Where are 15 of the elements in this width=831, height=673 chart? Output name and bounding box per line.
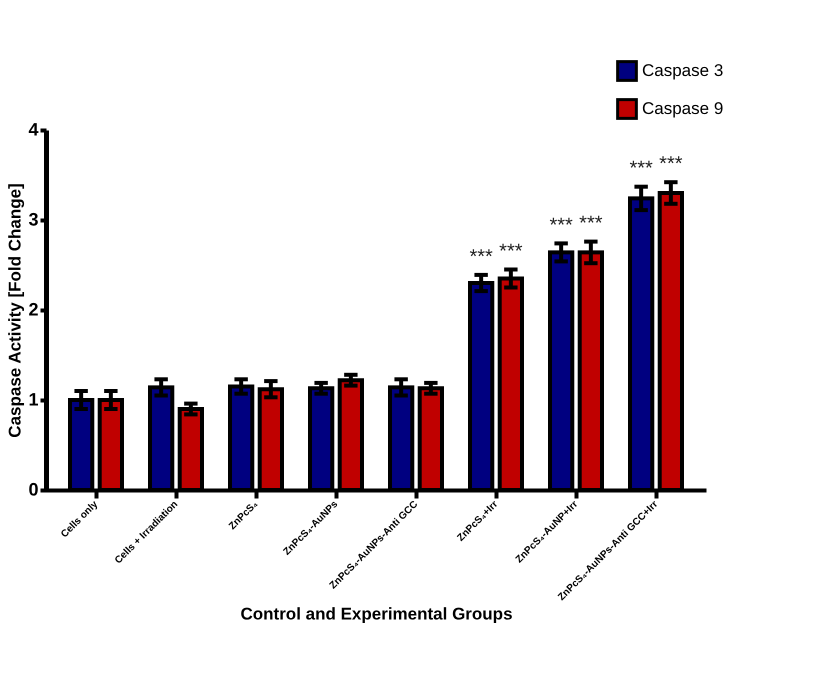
y-tick-label: 4 (28, 120, 38, 140)
annotation: *** (579, 212, 603, 235)
y-tick-label: 1 (28, 390, 38, 410)
annotation: *** (469, 246, 494, 268)
annotation: *** (499, 240, 523, 262)
legend-label: Caspase 9 (642, 99, 724, 118)
y-tick-label: 2 (28, 300, 38, 320)
y-tick-label: 0 (28, 480, 38, 500)
annotation: *** (659, 153, 683, 176)
y-axis-title: Caspase Activity [Fold Change] (5, 183, 24, 438)
y-tick-label: 3 (28, 210, 38, 230)
legend-label: Caspase 3 (642, 61, 724, 80)
x-axis-title: Control and Experimental Groups (240, 604, 513, 624)
annotation: *** (549, 214, 574, 236)
annotation: *** (629, 158, 654, 180)
